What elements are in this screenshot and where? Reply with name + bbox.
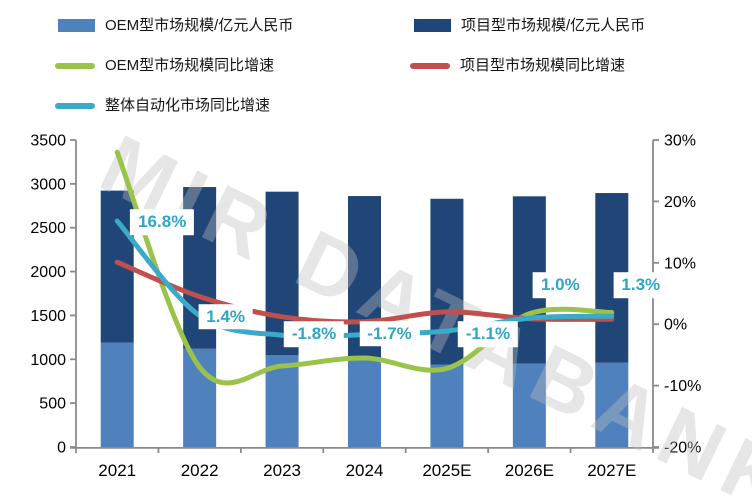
bar-oem-2024: [348, 358, 381, 447]
left-axis-tick-label: 2000: [30, 264, 66, 281]
right-axis-tick-label: -10%: [664, 378, 701, 395]
legend-item-overall-growth: 整体自动化市场同比增速: [55, 98, 270, 113]
right-axis-tick-label: -20%: [664, 440, 701, 457]
value-label-2027E: 1.3%: [613, 272, 669, 298]
line-oem-growth: [114, 149, 615, 386]
bar-oem-2026E: [512, 363, 546, 447]
x-axis-category-label: 2021: [98, 461, 136, 480]
value-label-2023: -1.8%: [283, 321, 345, 348]
left-axis-tick-label: 2500: [30, 220, 66, 237]
legend-item-oem-bar: OEM型市场规模/亿元人民币: [58, 18, 293, 33]
left-axis-tick-label: 500: [39, 396, 66, 413]
legend-label: 项目型市场规模/亿元人民币: [461, 17, 646, 34]
x-axis-category-label: 2022: [181, 461, 219, 480]
x-axis-category-label: 2025E: [422, 461, 471, 480]
value-label-2022: 1.4%: [198, 303, 254, 330]
project-bar-swatch-icon: [414, 19, 451, 32]
bar-oem-2021: [100, 342, 134, 447]
x-axis-category-label: 2027E: [587, 461, 636, 480]
right-axis-tick-label: 30%: [664, 133, 696, 150]
value-label-2021: 16.8%: [130, 209, 195, 235]
legend-label: OEM型市场规模同比增速: [105, 57, 275, 74]
right-axis-tick-label: 20%: [664, 194, 696, 211]
left-axis-tick-label: 1500: [30, 308, 66, 325]
overall-growth-line-swatch-icon: [55, 102, 95, 109]
legend-item-project-bar: 项目型市场规模/亿元人民币: [414, 18, 645, 33]
right-axis-tick-label: 10%: [664, 255, 696, 272]
left-axis-tick-label: 3000: [30, 176, 66, 193]
right-axis-tick-label: 0%: [664, 317, 687, 334]
x-axis-category-label: 2026E: [505, 461, 554, 480]
oem-growth-line-swatch-icon: [55, 62, 95, 69]
left-axis-tick-label: 3500: [30, 133, 66, 150]
legend-label: 整体自动化市场同比增速: [105, 97, 271, 114]
bar-oem-2025E: [430, 364, 464, 447]
legend-item-project-growth: 项目型市场规模同比增速: [410, 58, 625, 73]
left-axis-tick-label: 1000: [30, 352, 66, 369]
value-label-2024: -1.7%: [359, 320, 420, 347]
legend-item-oem-growth: OEM型市场规模同比增速: [55, 58, 274, 73]
oem-bar-swatch-icon: [58, 19, 95, 32]
x-axis-category-label: 2024: [346, 461, 384, 480]
bar-oem-2027E: [595, 362, 629, 447]
x-axis-category-label: 2023: [263, 461, 301, 480]
project-growth-line-swatch-icon: [410, 62, 450, 69]
legend-label: 项目型市场规模同比增速: [460, 57, 626, 74]
left-axis-tick-label: 0: [57, 440, 66, 457]
value-label-2026E: 1.0%: [532, 272, 588, 298]
legend-label: OEM型市场规模/亿元人民币: [105, 17, 294, 34]
value-label-2025E: -1.1%: [457, 321, 519, 347]
